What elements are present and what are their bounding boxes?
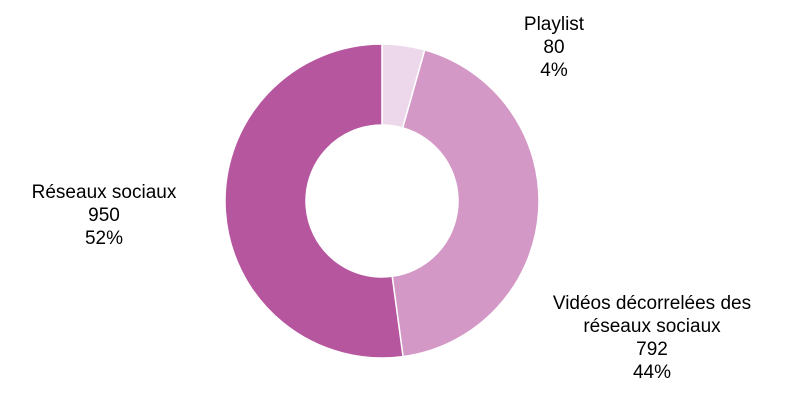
slice-labels: Playlist 80 4% Vidéos décorrelées des réseau… (32, 14, 751, 383)
slice-percent: 52% (85, 228, 123, 249)
slice-label-playlist: Playlist 80 4% (524, 14, 585, 81)
slice-value: 950 (88, 205, 120, 226)
slice-name-line: Réseaux sociaux (32, 182, 177, 203)
donut-slices (224, 43, 540, 359)
slice-name-line: réseaux sociaux (583, 316, 721, 337)
slice-label-reseaux-sociaux: Réseaux sociaux 950 52% (32, 182, 177, 249)
slice-value: 80 (543, 37, 564, 58)
slice-name-line: Playlist (524, 14, 585, 35)
slice-label-videos-decorrelees-des-reseaux-sociaux: Vidéos décorrelées des réseaux sociaux 792… (553, 293, 751, 383)
slice-name-line: Vidéos décorrelées des (553, 293, 751, 314)
slice-reseaux-sociaux (224, 43, 404, 359)
slice-percent: 4% (540, 60, 568, 81)
slice-value: 792 (636, 339, 668, 360)
slice-percent: 44% (633, 362, 671, 383)
slice-videos-decorrelees-des-reseaux-sociaux (391, 49, 540, 358)
